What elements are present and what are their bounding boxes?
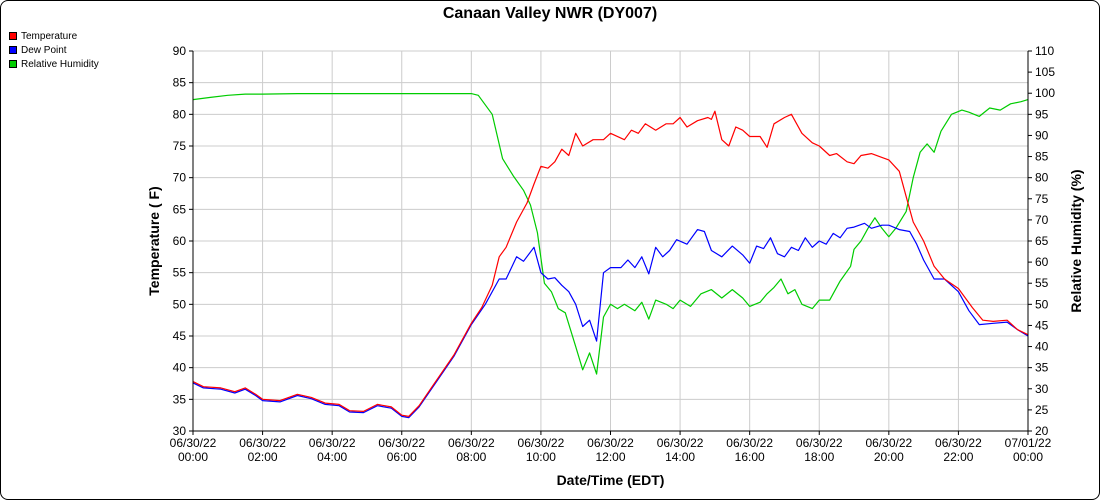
y2-tick-label: 70 — [1035, 213, 1049, 227]
y-tick-label: 60 — [173, 234, 187, 248]
grid — [192, 50, 1029, 432]
y2-tick-label: 75 — [1035, 192, 1049, 206]
y-axis-title: Temperature ( F) — [146, 186, 162, 295]
legend-swatch-temperature — [9, 32, 17, 40]
x-tick-label-time: 00:00 — [178, 450, 208, 464]
legend-swatch-relative-humidity — [9, 60, 17, 68]
x-tick-label-date: 06/30/22 — [726, 436, 773, 450]
x-tick-label-date: 06/30/22 — [587, 436, 634, 450]
x-tick-label-date: 06/30/22 — [448, 436, 495, 450]
x-tick-label-date: 07/01/22 — [1005, 436, 1052, 450]
x-tick-label-date: 06/30/22 — [239, 436, 286, 450]
y2-tick-label: 95 — [1035, 107, 1049, 121]
x-tick-label-time: 18:00 — [804, 450, 834, 464]
legend-label-dew-point: Dew Point — [21, 44, 67, 56]
x-tick-label-time: 06:00 — [387, 450, 417, 464]
y-tick-label: 40 — [173, 361, 187, 375]
y2-tick-label: 110 — [1035, 44, 1054, 58]
y2-tick-label: 65 — [1035, 234, 1049, 248]
x-tick-label-date: 06/30/22 — [865, 436, 912, 450]
x-tick-label-time: 12:00 — [595, 450, 625, 464]
legend-label-relative-humidity: Relative Humidity — [21, 58, 99, 70]
y2-tick-label: 25 — [1035, 403, 1049, 417]
legend-item-dew-point: Dew Point — [9, 43, 99, 57]
y-tick-label: 70 — [173, 171, 187, 185]
y-tick-label: 55 — [173, 266, 187, 280]
legend-item-temperature: Temperature — [9, 29, 99, 43]
x-tick-label-time: 22:00 — [943, 450, 973, 464]
x-tick-label-date: 06/30/22 — [518, 436, 565, 450]
x-tick-label-time: 02:00 — [248, 450, 278, 464]
x-tick-label-date: 06/30/22 — [796, 436, 843, 450]
y2-tick-label: 85 — [1035, 150, 1049, 164]
x-tick-label-time: 10:00 — [526, 450, 556, 464]
legend-swatch-dew-point — [9, 46, 17, 54]
series-line-relative-humidity — [192, 92, 1029, 375]
legend: Temperature Dew Point Relative Humidity — [9, 29, 99, 71]
x-tick-label-date: 06/30/22 — [657, 436, 704, 450]
y2-tick-label: 35 — [1035, 361, 1049, 375]
y-tick-label: 90 — [173, 44, 187, 58]
y-tick-label: 45 — [173, 329, 187, 343]
y2-tick-label: 80 — [1035, 171, 1049, 185]
axes: 30 35 40 45 50 55 60 65 70 75 80 85 90 20 25 30 35 40 45 50… — [170, 44, 1056, 464]
y2-tick-label: 55 — [1035, 276, 1049, 290]
x-tick-label-date: 06/30/22 — [309, 436, 356, 450]
y2-tick-label: 100 — [1035, 86, 1055, 100]
x-tick-label-time: 20:00 — [874, 450, 904, 464]
x-tick-label-time: 08:00 — [456, 450, 486, 464]
y2-tick-label: 20 — [1035, 424, 1049, 438]
y2-tick-label: 90 — [1035, 128, 1049, 142]
series-line-dew-point — [192, 222, 1029, 419]
y-tick-label: 85 — [173, 76, 187, 90]
y-tick-label: 80 — [173, 107, 187, 121]
series-layer — [192, 92, 1029, 419]
y2-tick-label: 50 — [1035, 297, 1049, 311]
series-line-temperature — [192, 110, 1029, 417]
y-tick-label: 35 — [173, 392, 187, 406]
y2-tick-label: 30 — [1035, 382, 1049, 396]
y2-tick-label: 40 — [1035, 340, 1049, 354]
y-tick-label: 65 — [173, 202, 187, 216]
chart-title: Canaan Valley NWR (DY007) — [442, 5, 658, 22]
x-tick-label-time: 04:00 — [317, 450, 347, 464]
legend-label-temperature: Temperature — [21, 30, 78, 42]
legend-item-relative-humidity: Relative Humidity — [9, 57, 99, 71]
y2-tick-label: 105 — [1035, 65, 1055, 79]
y-tick-label: 75 — [173, 139, 187, 153]
x-tick-label-time: 00:00 — [1013, 450, 1043, 464]
x-tick-label-time: 16:00 — [735, 450, 765, 464]
x-tick-label-date: 06/30/22 — [170, 436, 217, 450]
x-axis-title: Date/Time (EDT) — [557, 472, 665, 488]
x-tick-label-date: 06/30/22 — [378, 436, 425, 450]
y2-tick-label: 45 — [1035, 318, 1049, 332]
x-tick-label-date: 06/30/22 — [935, 436, 982, 450]
y2-axis-title: Relative Humidity (%) — [1068, 169, 1084, 312]
y2-tick-label: 60 — [1035, 255, 1049, 269]
y-tick-label: 30 — [173, 424, 187, 438]
y-tick-label: 50 — [173, 297, 187, 311]
x-tick-label-time: 14:00 — [665, 450, 695, 464]
